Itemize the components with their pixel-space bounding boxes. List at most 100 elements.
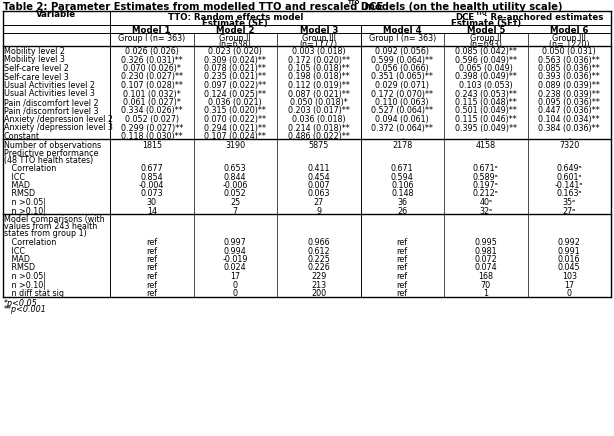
Text: 17: 17 xyxy=(230,272,240,281)
Text: Predictive performance: Predictive performance xyxy=(4,149,98,158)
Text: .: . xyxy=(401,132,403,141)
Text: n >0.10|: n >0.10| xyxy=(4,207,46,215)
Text: 0: 0 xyxy=(233,289,238,298)
Text: -0.019: -0.019 xyxy=(222,255,248,264)
Text: ref: ref xyxy=(397,280,408,290)
Text: 0.016: 0.016 xyxy=(558,255,580,264)
Text: Mobility level 3: Mobility level 3 xyxy=(4,55,65,65)
Text: ref: ref xyxy=(146,289,157,298)
Text: .: . xyxy=(568,132,570,141)
Text: 200: 200 xyxy=(311,289,326,298)
Text: 0.026 (0.026): 0.026 (0.026) xyxy=(125,47,179,56)
Text: 0.118 (0.030)**: 0.118 (0.030)** xyxy=(121,132,182,141)
Text: 0.398 (0.049)**: 0.398 (0.049)** xyxy=(455,72,517,82)
Text: Group I (n= 363): Group I (n= 363) xyxy=(368,34,436,44)
Text: TTO: Random effects model: TTO: Random effects model xyxy=(168,13,303,22)
Text: 7: 7 xyxy=(233,207,238,215)
Text: Estimate (SE): Estimate (SE) xyxy=(203,19,268,28)
Text: (n=693): (n=693) xyxy=(469,41,502,50)
Text: 0.563 (0.036)**: 0.563 (0.036)** xyxy=(538,55,600,65)
Text: (n= 1220): (n= 1220) xyxy=(549,41,589,50)
Text: Pain /discomfort level 3: Pain /discomfort level 3 xyxy=(4,106,98,116)
Text: Group I (n= 363): Group I (n= 363) xyxy=(118,34,185,44)
Text: 17: 17 xyxy=(564,280,574,290)
Text: 0.085 (0.042)**: 0.085 (0.042)** xyxy=(455,47,517,56)
Text: 213: 213 xyxy=(311,280,326,290)
Text: 0.596 (0.049)**: 0.596 (0.049)** xyxy=(455,55,517,65)
Text: 0.230 (0.027)**: 0.230 (0.027)** xyxy=(121,72,183,82)
Text: 0.411: 0.411 xyxy=(308,164,330,173)
Text: Usual Activities level 2: Usual Activities level 2 xyxy=(4,81,95,90)
Text: 36: 36 xyxy=(397,198,407,207)
Text: 0.393 (0.036)**: 0.393 (0.036)** xyxy=(538,72,600,82)
Text: 0.115 (0.046)**: 0.115 (0.046)** xyxy=(455,115,516,124)
Text: 0.072: 0.072 xyxy=(475,255,497,264)
Text: ref: ref xyxy=(146,246,157,255)
Text: 0.107 (0.028)**: 0.107 (0.028)** xyxy=(121,81,183,90)
Text: 0.065 (0.049): 0.065 (0.049) xyxy=(459,64,513,73)
Text: 0.315 (0.020)**: 0.315 (0.020)** xyxy=(204,106,266,116)
Text: 0.124 (0.025)**: 0.124 (0.025)** xyxy=(204,89,266,99)
Text: 0.214 (0.018)**: 0.214 (0.018)** xyxy=(288,123,349,133)
Text: states from group 1): states from group 1) xyxy=(4,229,87,238)
Text: 0.966: 0.966 xyxy=(308,238,330,247)
Text: 0.112 (0.019)**: 0.112 (0.019)** xyxy=(288,81,350,90)
Text: 0.036 (0.021): 0.036 (0.021) xyxy=(208,98,262,107)
Text: ref: ref xyxy=(146,280,157,290)
Text: 25: 25 xyxy=(230,198,240,207)
Text: 0.447 (0.036)**: 0.447 (0.036)** xyxy=(538,106,600,116)
Text: 0.085 (0.036)**: 0.085 (0.036)** xyxy=(538,64,600,73)
Text: 0.074: 0.074 xyxy=(475,263,497,272)
Text: 0.395 (0.049)**: 0.395 (0.049)** xyxy=(455,123,517,133)
Text: 0.299 (0.027)**: 0.299 (0.027)** xyxy=(120,123,183,133)
Text: ref: ref xyxy=(146,238,157,247)
Text: 0.106: 0.106 xyxy=(391,181,413,190)
Text: 0.089 (0.039)**: 0.089 (0.039)** xyxy=(538,81,600,90)
Text: Correlation: Correlation xyxy=(4,164,56,173)
Text: MAD: MAD xyxy=(4,181,30,190)
Text: n diff stat sig: n diff stat sig xyxy=(4,289,64,298)
Text: 0.992: 0.992 xyxy=(558,238,581,247)
Text: 0.599 (0.064)**: 0.599 (0.064)** xyxy=(371,55,433,65)
Text: 0.087 (0.021)**: 0.087 (0.021)** xyxy=(288,89,350,99)
Text: 0.197ᵃ: 0.197ᵃ xyxy=(473,181,499,190)
Text: RMSD: RMSD xyxy=(4,263,35,272)
Text: 32ᵃ: 32ᵃ xyxy=(479,207,492,215)
Text: 0.105 (0.018)**: 0.105 (0.018)** xyxy=(288,64,349,73)
Text: 1: 1 xyxy=(483,289,488,298)
Text: 0.070 (0.022)**: 0.070 (0.022)** xyxy=(204,115,266,124)
Text: 0.854: 0.854 xyxy=(141,173,163,181)
Text: 0.589ᵃ: 0.589ᵃ xyxy=(473,173,499,181)
Text: -0.004: -0.004 xyxy=(139,181,165,190)
Text: Group II: Group II xyxy=(219,34,251,44)
Text: 27ᵃ: 27ᵃ xyxy=(562,207,576,215)
Text: 0.384 (0.036)**: 0.384 (0.036)** xyxy=(538,123,600,133)
Text: TTO: TTO xyxy=(475,11,486,17)
Text: 0.995: 0.995 xyxy=(474,238,497,247)
Text: DCE: DCE xyxy=(456,13,475,22)
Text: 0.981: 0.981 xyxy=(475,246,497,255)
Text: ICC: ICC xyxy=(4,173,25,181)
Text: 0.351 (0.065)**: 0.351 (0.065)** xyxy=(371,72,433,82)
Text: 0.172 (0.020)**: 0.172 (0.020)** xyxy=(288,55,350,65)
Text: 9: 9 xyxy=(316,207,321,215)
Text: 0.092 (0.056): 0.092 (0.056) xyxy=(375,47,429,56)
Text: Self-care level 2: Self-care level 2 xyxy=(4,64,69,73)
Text: 0.052 (0.027): 0.052 (0.027) xyxy=(125,115,179,124)
Text: (48 TTO health states): (48 TTO health states) xyxy=(4,156,93,165)
Text: Self-care level 3: Self-care level 3 xyxy=(4,72,69,82)
Text: 0.501 (0.049)**: 0.501 (0.049)** xyxy=(455,106,517,116)
Text: 0.101 (0.032)*: 0.101 (0.032)* xyxy=(123,89,181,99)
Text: 7320: 7320 xyxy=(559,140,580,150)
Text: 0.225: 0.225 xyxy=(308,255,330,264)
Text: 0.003 (0.018): 0.003 (0.018) xyxy=(292,47,346,56)
Text: Variable: Variable xyxy=(36,10,77,20)
Text: Constant: Constant xyxy=(4,132,40,141)
Text: ref: ref xyxy=(397,238,408,247)
Text: Number of observations: Number of observations xyxy=(4,140,101,150)
Text: 0.056 (0.066): 0.056 (0.066) xyxy=(375,64,429,73)
Text: 0.653: 0.653 xyxy=(224,164,247,173)
Text: ref: ref xyxy=(397,263,408,272)
Text: 0.172 (0.070)**: 0.172 (0.070)** xyxy=(371,89,433,99)
Text: 0.110 (0.063): 0.110 (0.063) xyxy=(375,98,429,107)
